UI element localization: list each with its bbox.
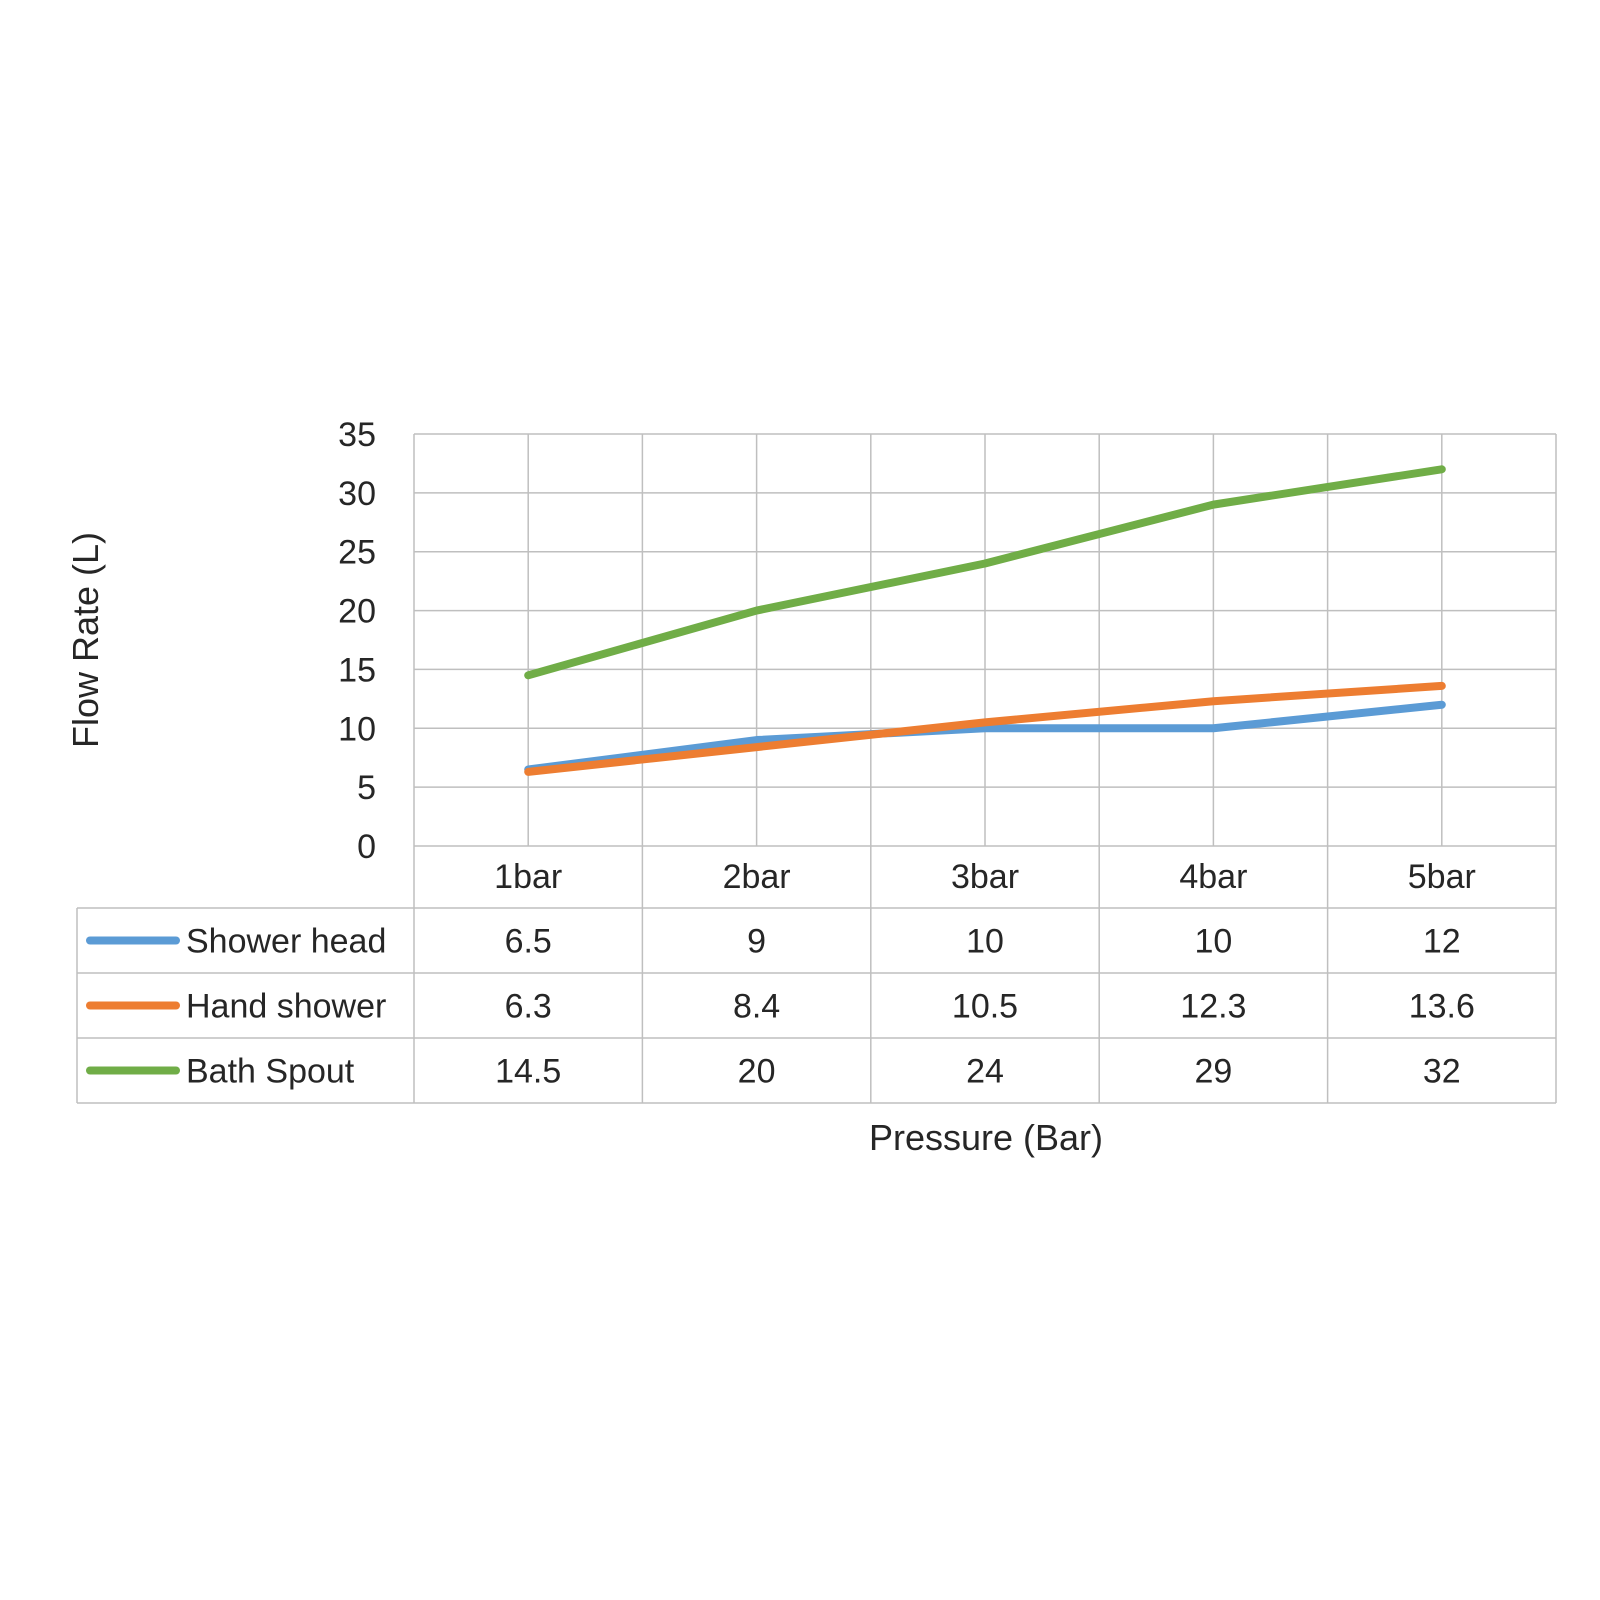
series-line xyxy=(524,681,1446,776)
table-cell-value: 32 xyxy=(1423,1053,1461,1091)
x-tick-label: 2bar xyxy=(723,858,791,896)
table-cell-value: 10.5 xyxy=(952,988,1018,1026)
y-tick-label: 35 xyxy=(338,416,376,454)
table-cell-value: 12.3 xyxy=(1180,988,1246,1026)
table-cell-value: 12 xyxy=(1423,923,1461,961)
table-cell-value: 24 xyxy=(966,1053,1004,1091)
table-cell-value: 29 xyxy=(1194,1053,1232,1091)
series-lines xyxy=(524,465,1446,776)
series-line xyxy=(524,465,1446,680)
y-tick-label: 0 xyxy=(357,828,376,866)
legend-label: Shower head xyxy=(186,923,386,961)
y-tick-label: 5 xyxy=(357,769,376,807)
table-cell-value: 10 xyxy=(966,923,1004,961)
legend-label: Hand shower xyxy=(186,988,386,1026)
table-cell-value: 9 xyxy=(747,923,766,961)
table-cell-value: 14.5 xyxy=(495,1053,561,1091)
table-cell-value: 6.3 xyxy=(505,988,552,1026)
series-line xyxy=(524,700,1446,774)
y-tick-label: 30 xyxy=(338,475,376,513)
y-tick-label: 25 xyxy=(338,534,376,572)
y-tick-label: 20 xyxy=(338,593,376,631)
table-cell-value: 10 xyxy=(1194,923,1232,961)
grid xyxy=(413,433,1557,847)
y-axis-title: Flow Rate (L) xyxy=(65,532,106,748)
x-tick-label: 3bar xyxy=(951,858,1019,896)
x-tick-label: 4bar xyxy=(1179,858,1247,896)
y-tick-label: 15 xyxy=(338,651,376,689)
data-table: Shower head 6.5 9 10 10 12 Hand shower 6.3 8.4 10… xyxy=(76,846,1557,1104)
table-cell-value: 13.6 xyxy=(1409,988,1475,1026)
table-cell-value: 8.4 xyxy=(733,988,780,1026)
x-axis-title: Pressure (Bar) xyxy=(869,1117,1103,1158)
x-tick-label: 5bar xyxy=(1408,858,1476,896)
y-axis-ticks: 0 5 10 15 20 25 30 35 xyxy=(338,416,376,866)
y-tick-label: 10 xyxy=(338,710,376,748)
table-cell-value: 6.5 xyxy=(505,923,552,961)
legend-label: Bath Spout xyxy=(186,1053,355,1091)
table-cell-value: 20 xyxy=(738,1053,776,1091)
x-tick-label: 1bar xyxy=(494,858,562,896)
x-axis-ticks: 1bar 2bar 3bar 4bar 5bar xyxy=(494,858,1476,896)
